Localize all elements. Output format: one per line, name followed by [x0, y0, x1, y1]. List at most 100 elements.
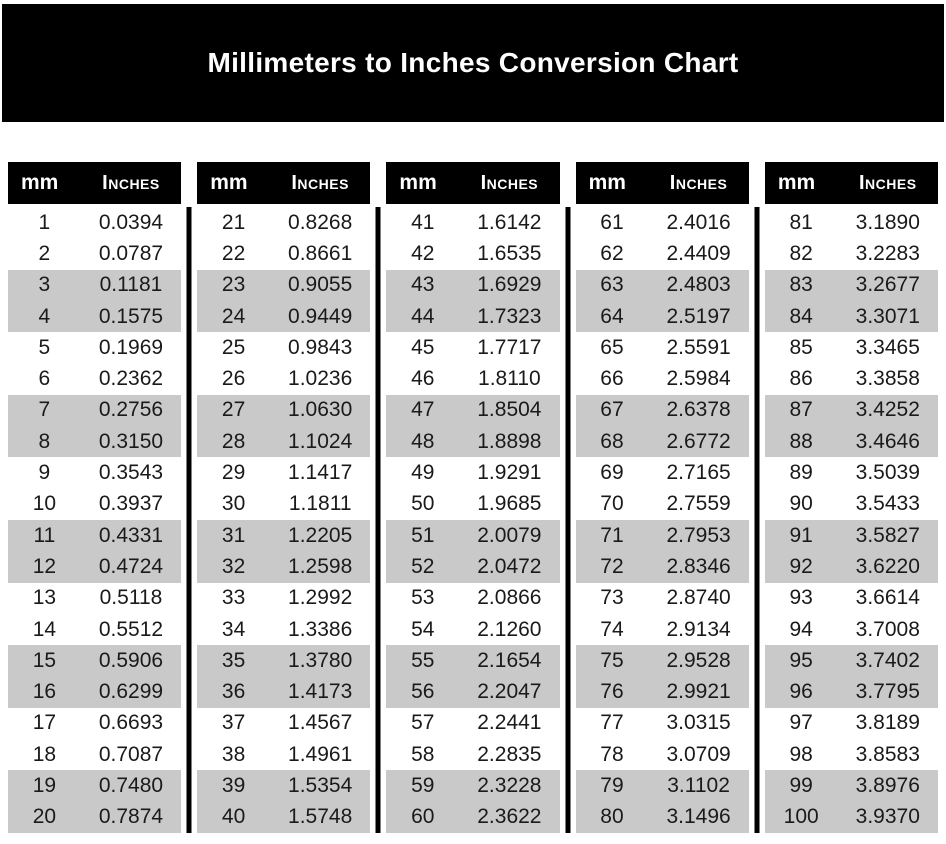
- mm-value: 86: [789, 367, 813, 391]
- divider-line: [754, 207, 760, 833]
- table-row: 64 2.5197: [575, 300, 749, 333]
- inches-value: 2.5197: [666, 304, 731, 328]
- mm-value: 23: [221, 273, 246, 297]
- table-row: 83 3.2677: [764, 269, 939, 301]
- table-row: 60 2.3622: [386, 801, 560, 833]
- divider-line: [375, 207, 381, 833]
- inches-value: 1.3780: [288, 648, 353, 672]
- inches-value: 0.1969: [98, 335, 164, 359]
- table-row: 96 3.7795: [764, 676, 939, 708]
- inches-value: 1.8504: [477, 398, 542, 422]
- inches-value: 0.1181: [99, 273, 163, 297]
- mm-value: 2: [38, 241, 51, 265]
- conversion-table-5: mm Inches 81 3.1890 82 3.2283 83 3.2677 84 3.3071…: [764, 162, 939, 833]
- mm-value: 32: [221, 554, 246, 578]
- mm-value: 37: [221, 711, 246, 735]
- mm-column-header: mm: [21, 171, 59, 194]
- mm-value: 57: [411, 711, 435, 735]
- inches-value: 2.1260: [477, 617, 542, 641]
- table-divider: [749, 162, 765, 833]
- table-row: 84 3.3071: [764, 300, 939, 333]
- table-row: 91 3.5827: [764, 519, 939, 552]
- table-row: 46 1.8110: [386, 363, 560, 395]
- table-row: 34 1.3386: [197, 613, 371, 646]
- table-row: 55 2.1654: [386, 645, 560, 677]
- title-banner: Millimeters to Inches Conversion Chart: [2, 4, 944, 122]
- mm-value: 81: [789, 210, 813, 234]
- mm-value: 68: [600, 429, 624, 453]
- mm-value: 33: [221, 586, 246, 610]
- mm-value: 100: [783, 805, 819, 829]
- mm-value: 79: [600, 773, 624, 797]
- inches-value: 3.9370: [855, 805, 920, 829]
- mm-value: 14: [32, 617, 57, 641]
- inches-value: 2.4409: [666, 241, 731, 265]
- inches-value: 3.1496: [666, 805, 731, 829]
- table-row: 8 0.3150: [8, 426, 182, 458]
- inches-value: 1.9685: [477, 492, 542, 516]
- mm-value: 4: [38, 304, 51, 328]
- table-header-row: mm Inches: [386, 162, 560, 204]
- mm-value: 77: [600, 711, 624, 735]
- inches-value: 1.8110: [478, 367, 541, 391]
- inches-value: 2.0866: [477, 586, 542, 610]
- mm-value: 40: [221, 805, 246, 829]
- mm-value: 78: [600, 742, 624, 766]
- table-row: 39 1.5354: [197, 770, 371, 802]
- inches-column-header: Inches: [669, 171, 728, 194]
- mm-value: 52: [411, 554, 435, 578]
- inches-value: 2.5591: [666, 335, 731, 359]
- table-row: 85 3.3465: [764, 332, 939, 364]
- inches-value: 2.3228: [477, 773, 542, 797]
- table-row: 33 1.2992: [197, 582, 371, 614]
- table-row: 15 0.5906: [8, 645, 182, 677]
- mm-value: 85: [789, 335, 813, 359]
- inches-value: 0.0394: [98, 210, 164, 234]
- mm-value: 21: [221, 210, 246, 234]
- mm-value: 12: [32, 554, 57, 578]
- mm-value: 1: [38, 210, 51, 234]
- mm-value: 34: [221, 617, 246, 641]
- inches-value: 1.4173: [288, 680, 353, 704]
- inches-value: 0.6693: [98, 711, 164, 735]
- inches-value: 0.3937: [98, 492, 164, 516]
- inches-value: 2.2047: [477, 680, 542, 704]
- mm-value: 54: [411, 617, 435, 641]
- inches-value: 2.7953: [666, 523, 731, 547]
- mm-value: 96: [789, 680, 813, 704]
- table-row: 11 0.4331: [8, 519, 182, 552]
- table-row: 44 1.7323: [386, 300, 560, 333]
- mm-value: 26: [221, 367, 246, 391]
- mm-value: 69: [600, 461, 624, 485]
- table-row: 26 1.0236: [197, 363, 371, 395]
- table-row: 89 3.5039: [764, 457, 939, 489]
- table-row: 41 1.6142: [386, 207, 560, 239]
- inches-value: 3.4252: [855, 398, 920, 422]
- table-row: 66 2.5984: [575, 363, 749, 395]
- mm-value: 47: [411, 398, 435, 422]
- inches-value: 1.2205: [288, 523, 353, 547]
- table-row: 86 3.3858: [764, 363, 939, 395]
- inches-value: 3.6614: [855, 586, 920, 610]
- mm-value: 5: [38, 335, 51, 359]
- table-row: 28 1.1024: [197, 426, 371, 458]
- table-header-row: mm Inches: [8, 162, 182, 204]
- inches-value: 1.6535: [477, 241, 542, 265]
- divider-line: [565, 207, 571, 833]
- mm-value: 3: [38, 273, 51, 297]
- table-row: 19 0.7480: [8, 770, 182, 802]
- mm-value: 72: [600, 554, 624, 578]
- table-row: 53 2.0866: [386, 582, 560, 614]
- mm-value: 7: [38, 398, 51, 422]
- table-row: 3 0.1181: [8, 269, 182, 301]
- inches-value: 2.8346: [666, 554, 731, 578]
- inches-value: 0.7874: [98, 805, 164, 829]
- table-row: 65 2.5591: [575, 332, 749, 364]
- mm-value: 65: [600, 335, 624, 359]
- mm-value: 8: [38, 429, 51, 453]
- inches-value: 1.8898: [477, 429, 542, 453]
- mm-value: 18: [32, 742, 57, 766]
- inches-value: 0.5512: [98, 617, 164, 641]
- conversion-table-2: mm Inches 21 0.8268 22 0.8661 23 0.9055 24 0.9449…: [197, 162, 371, 833]
- inches-value: 1.6142: [477, 210, 542, 234]
